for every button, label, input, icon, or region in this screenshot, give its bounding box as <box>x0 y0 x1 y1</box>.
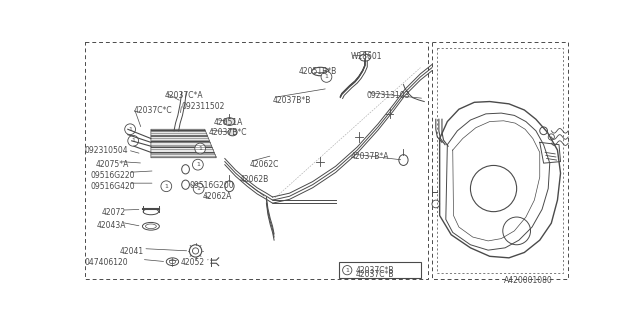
Text: 42037C*C: 42037C*C <box>134 106 173 115</box>
Text: 1: 1 <box>131 138 135 143</box>
Text: 1: 1 <box>346 268 349 273</box>
Ellipse shape <box>312 67 329 76</box>
Circle shape <box>125 124 136 135</box>
Text: 42062A: 42062A <box>202 192 232 201</box>
Text: 42051A: 42051A <box>214 118 243 127</box>
Text: 1: 1 <box>164 184 168 189</box>
Ellipse shape <box>166 258 179 266</box>
Text: 1: 1 <box>128 127 132 132</box>
Circle shape <box>161 181 172 192</box>
Polygon shape <box>151 129 216 158</box>
Text: 42037C*B: 42037C*B <box>356 267 394 276</box>
Ellipse shape <box>182 165 189 174</box>
Text: 1: 1 <box>196 162 200 167</box>
Ellipse shape <box>228 129 237 136</box>
Ellipse shape <box>143 209 159 215</box>
Circle shape <box>342 266 352 275</box>
Text: 42037B*B: 42037B*B <box>273 96 311 105</box>
Text: 42062B: 42062B <box>239 175 269 184</box>
Ellipse shape <box>224 118 235 125</box>
Text: 09516G420: 09516G420 <box>91 182 136 191</box>
Ellipse shape <box>143 222 159 230</box>
Text: 42051B*B: 42051B*B <box>299 67 337 76</box>
Ellipse shape <box>360 54 371 61</box>
Text: 09516G200: 09516G200 <box>189 181 234 190</box>
Text: 1: 1 <box>196 186 200 191</box>
Text: 1: 1 <box>324 74 328 79</box>
Text: 42037C*B: 42037C*B <box>356 270 394 279</box>
Text: 092310504: 092310504 <box>84 146 128 155</box>
Ellipse shape <box>182 180 189 189</box>
Text: 42072: 42072 <box>102 208 125 217</box>
Circle shape <box>193 183 204 194</box>
Text: 42075*A: 42075*A <box>95 160 129 169</box>
Circle shape <box>195 143 205 154</box>
Circle shape <box>128 135 139 146</box>
Text: W18601: W18601 <box>350 52 382 61</box>
Circle shape <box>321 71 332 82</box>
Text: 42037B*A: 42037B*A <box>351 152 390 161</box>
Text: 42037C*A: 42037C*A <box>164 91 204 100</box>
Text: 42062C: 42062C <box>250 160 279 169</box>
Text: 42037B*C: 42037B*C <box>209 129 247 138</box>
Text: 092311502: 092311502 <box>182 102 225 111</box>
Text: A420001080: A420001080 <box>504 276 552 285</box>
Text: 42043A: 42043A <box>97 221 127 230</box>
Text: 09516G220: 09516G220 <box>91 171 135 180</box>
Text: 42041: 42041 <box>120 247 144 256</box>
Text: 42052: 42052 <box>180 258 204 267</box>
Text: 092313103: 092313103 <box>367 91 410 100</box>
Text: 1: 1 <box>198 146 202 151</box>
Text: 047406120: 047406120 <box>84 258 128 267</box>
Circle shape <box>193 159 204 170</box>
Ellipse shape <box>225 181 234 192</box>
